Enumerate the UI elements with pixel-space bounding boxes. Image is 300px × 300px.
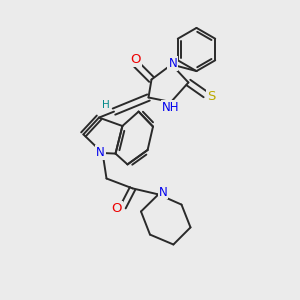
Text: N: N bbox=[158, 185, 167, 199]
Text: H: H bbox=[102, 100, 110, 110]
Text: O: O bbox=[112, 202, 122, 215]
Text: N: N bbox=[96, 146, 105, 159]
Text: O: O bbox=[131, 52, 141, 66]
Text: N: N bbox=[168, 57, 177, 70]
Text: S: S bbox=[207, 89, 215, 103]
Text: NH: NH bbox=[162, 101, 179, 114]
